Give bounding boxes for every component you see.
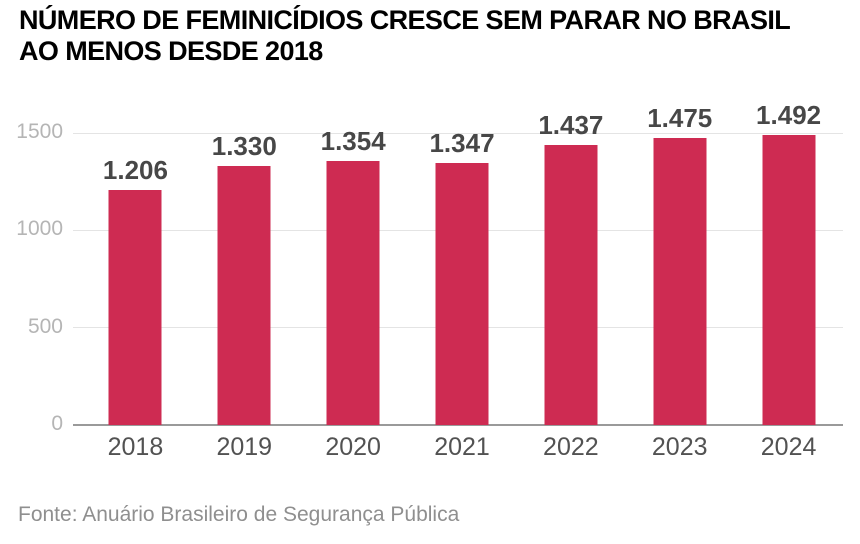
gridline-1500 <box>73 132 843 134</box>
bar-group-2018: 1.206 2018 <box>81 133 190 460</box>
y-axis: 0 500 1000 1500 <box>0 121 63 435</box>
value-label: 1.354 <box>320 126 386 157</box>
y-tick-label: 1500 <box>16 120 63 143</box>
value-label: 1.492 <box>756 99 822 130</box>
x-tick-label: 2019 <box>216 433 273 461</box>
x-tick-label: 2022 <box>543 433 599 461</box>
bar-group-2024: 1.492 2024 <box>734 102 843 460</box>
value-label: 1.475 <box>647 102 713 133</box>
source-note: Fonte: Anuário Brasileiro de Segurança P… <box>18 503 460 526</box>
value-label: 1.330 <box>211 131 277 162</box>
y-tick-label: 500 <box>27 314 63 338</box>
x-tick-label: 2023 <box>651 433 708 461</box>
bar-chart: 0 500 1000 1500 1.206 2018 1.330 2019 1.354 2020… <box>0 102 843 460</box>
value-label: 1.437 <box>538 110 604 141</box>
chart-title-line2: AO MENOS DESDE 2018 <box>19 36 323 66</box>
value-label: 1.206 <box>102 155 168 186</box>
bar-2024 <box>762 134 816 425</box>
bar-group-2020: 1.354 2020 <box>299 128 408 460</box>
bar-group-2019: 1.330 2019 <box>190 133 299 460</box>
bar-2022 <box>544 145 598 425</box>
chart-title: NÚMERO DE FEMINICÍDIOS CRESCE SEM PARAR … <box>19 5 791 67</box>
x-axis-line <box>73 424 843 426</box>
plot-area: 1.206 2018 1.330 2019 1.354 2020 1.347 2021 1.43… <box>73 102 843 460</box>
bars-row: 1.206 2018 1.330 2019 1.354 2020 1.347 2021 1.43… <box>81 102 843 460</box>
bar-2021 <box>435 162 489 425</box>
x-tick-label: 2024 <box>760 433 817 461</box>
y-tick-label: 0 <box>51 412 63 435</box>
x-tick-label: 2020 <box>325 433 381 461</box>
value-label: 1.347 <box>429 127 495 158</box>
bar-group-2023: 1.475 2023 <box>625 105 734 460</box>
bar-group-2021: 1.347 2021 <box>408 130 517 460</box>
bar-2023 <box>653 137 707 425</box>
bar-2020 <box>326 161 380 425</box>
y-tick-label: 1000 <box>16 217 63 241</box>
x-tick-label: 2018 <box>107 433 164 461</box>
chart-title-line1: NÚMERO DE FEMINICÍDIOS CRESCE SEM PARAR … <box>19 5 791 35</box>
bar-2019 <box>217 166 271 425</box>
bar-2018 <box>108 190 162 425</box>
bar-group-2022: 1.437 2022 <box>516 112 625 460</box>
x-tick-label: 2021 <box>434 433 490 461</box>
